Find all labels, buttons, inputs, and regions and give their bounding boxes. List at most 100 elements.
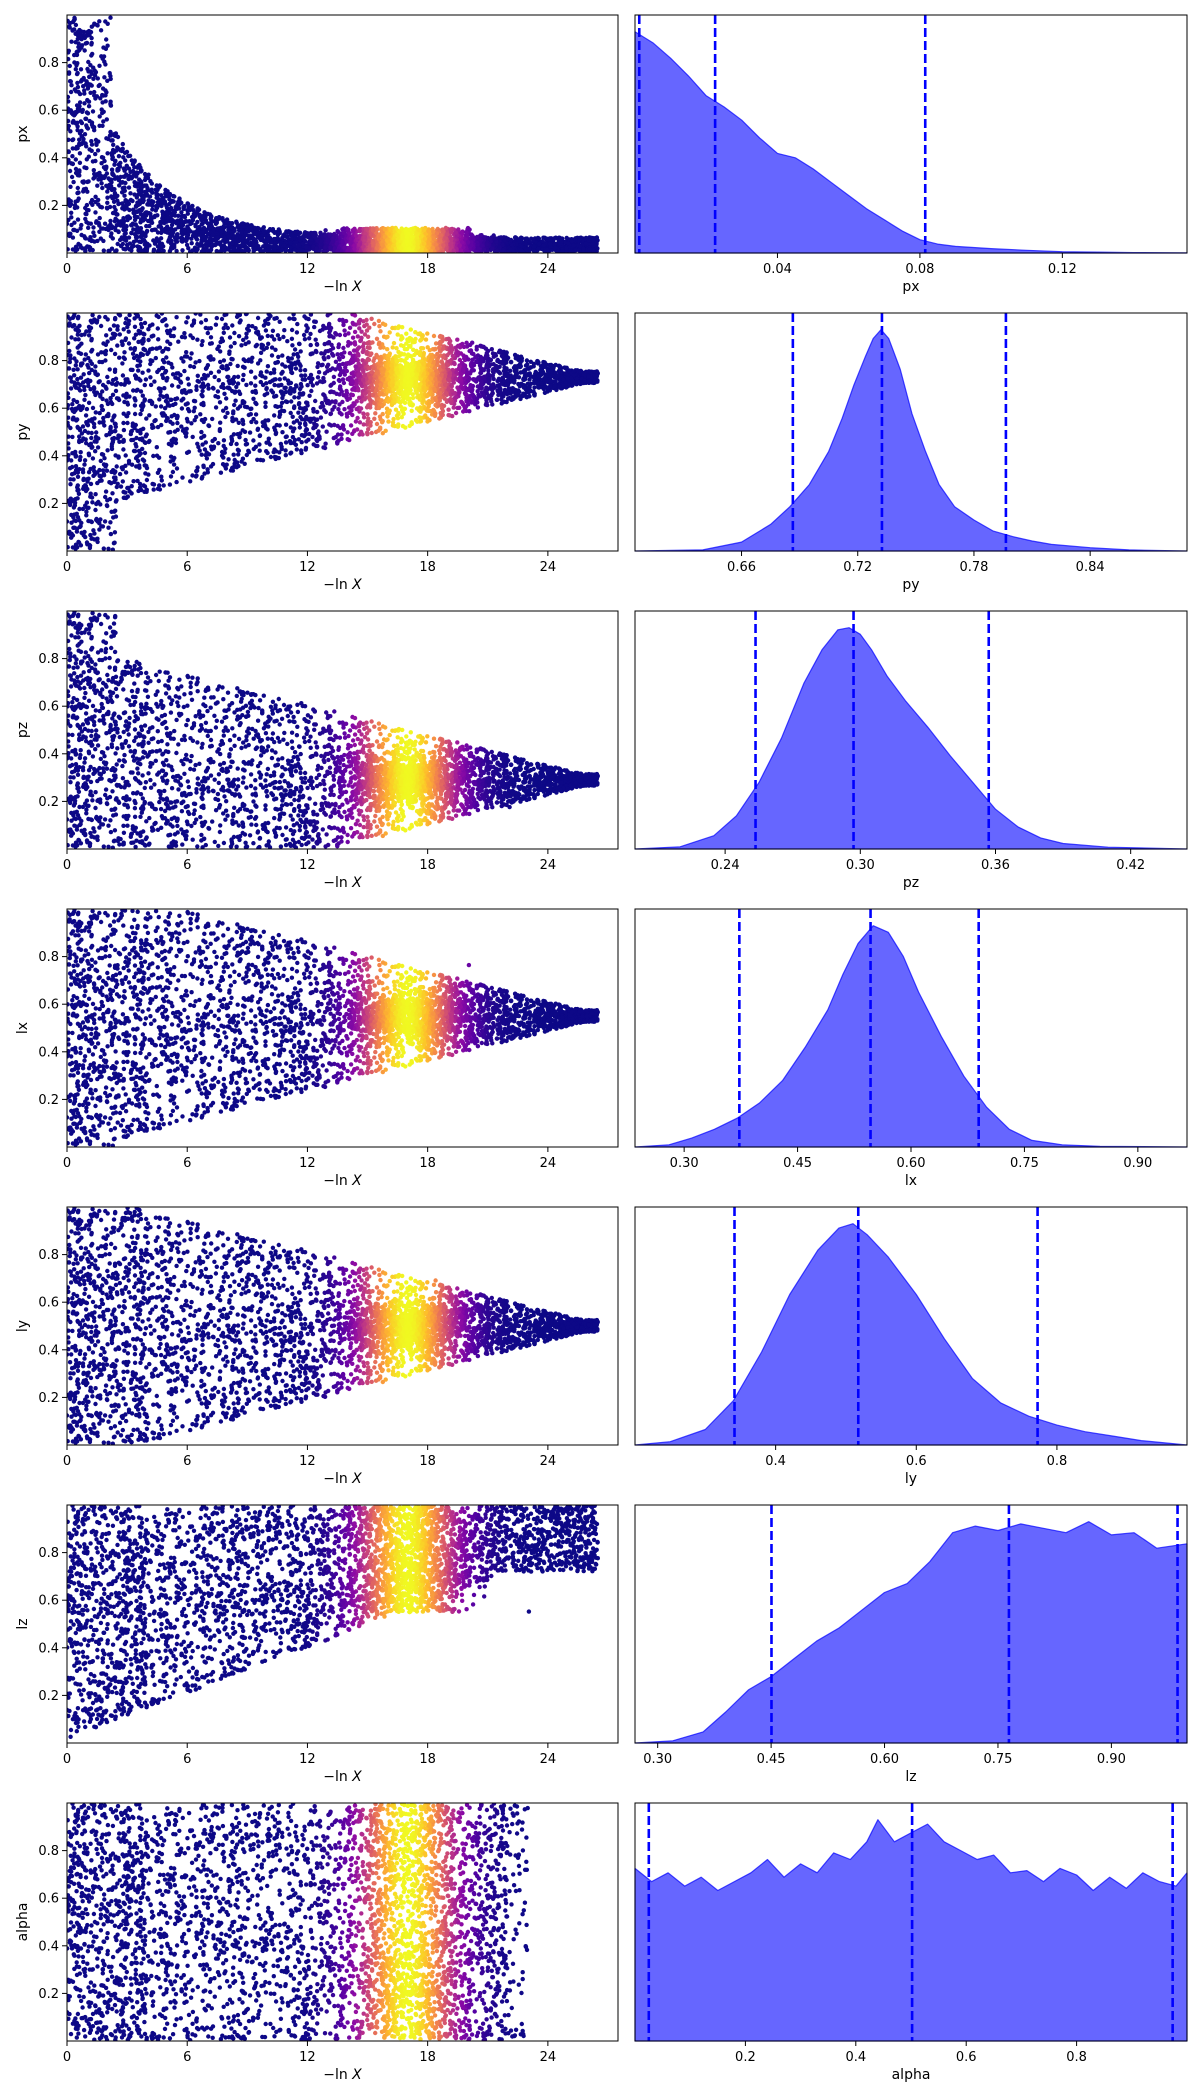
trace-point bbox=[532, 385, 537, 390]
trace-point bbox=[95, 445, 101, 450]
trace-point bbox=[559, 239, 564, 244]
trace-point bbox=[293, 240, 299, 245]
trace-point bbox=[189, 421, 194, 426]
trace-point bbox=[331, 374, 337, 380]
trace-point bbox=[159, 245, 164, 251]
trace-point bbox=[67, 20, 73, 26]
trace-point bbox=[221, 218, 226, 223]
trace-point bbox=[144, 229, 149, 234]
trace-point bbox=[100, 100, 105, 105]
trace-point bbox=[92, 233, 97, 238]
trace-point bbox=[155, 213, 160, 218]
trace-point bbox=[132, 165, 137, 170]
trace-point bbox=[98, 96, 103, 101]
trace-point bbox=[73, 166, 79, 172]
trace-point bbox=[101, 175, 107, 181]
trace-point bbox=[197, 448, 202, 453]
trace-point bbox=[123, 490, 128, 495]
trace-point bbox=[82, 132, 88, 137]
trace-point bbox=[355, 415, 360, 421]
trace-point bbox=[102, 75, 107, 80]
trace-point bbox=[81, 136, 86, 142]
trace-point bbox=[138, 179, 144, 184]
trace-point bbox=[292, 247, 298, 252]
x-tick-label: 0.08 bbox=[905, 262, 934, 277]
trace-point bbox=[128, 191, 133, 196]
trace-point bbox=[335, 248, 340, 253]
trace-point bbox=[84, 211, 89, 217]
trace-point bbox=[362, 234, 367, 240]
trace-point bbox=[97, 170, 102, 176]
trace-point bbox=[86, 104, 92, 109]
trace-point bbox=[531, 244, 537, 249]
trace-point bbox=[577, 237, 583, 242]
trace-point bbox=[193, 360, 198, 365]
trace-point bbox=[312, 232, 317, 238]
trace-point bbox=[283, 448, 288, 453]
trace-point bbox=[67, 48, 71, 53]
trace-point bbox=[97, 223, 102, 228]
trace-point bbox=[423, 337, 429, 342]
trace-point bbox=[77, 137, 82, 142]
trace-point bbox=[161, 200, 166, 206]
trace-point bbox=[67, 123, 70, 129]
trace-point bbox=[97, 229, 102, 234]
trace-point bbox=[75, 120, 80, 126]
trace-point bbox=[105, 317, 110, 322]
trace-point bbox=[71, 227, 76, 233]
trace-point bbox=[108, 99, 113, 104]
trace-point bbox=[286, 236, 291, 242]
trace-point bbox=[108, 218, 113, 224]
trace-point bbox=[340, 239, 345, 244]
trace-point bbox=[376, 318, 382, 324]
trace-point bbox=[234, 441, 239, 447]
trace-point bbox=[79, 222, 84, 228]
trace-point bbox=[150, 190, 155, 195]
trace-point bbox=[126, 185, 132, 190]
trace-point bbox=[110, 155, 116, 160]
trace-point bbox=[67, 56, 71, 62]
trace-point bbox=[235, 224, 240, 229]
trace-point bbox=[323, 245, 328, 250]
trace-point bbox=[77, 160, 83, 165]
trace-point bbox=[75, 128, 80, 133]
trace-point bbox=[223, 414, 228, 420]
trace-point bbox=[524, 241, 529, 247]
trace-point bbox=[108, 183, 114, 189]
trace-point bbox=[89, 142, 95, 147]
trace-point bbox=[232, 226, 237, 232]
trace-point bbox=[281, 243, 287, 248]
trace-point bbox=[73, 157, 79, 162]
trace-point bbox=[77, 142, 82, 148]
trace-point bbox=[261, 244, 266, 249]
trace-point bbox=[134, 238, 139, 243]
trace-point bbox=[86, 208, 91, 213]
trace-point bbox=[87, 118, 92, 124]
trace-point bbox=[357, 242, 362, 247]
trace-point bbox=[285, 339, 290, 344]
trace-point bbox=[89, 53, 94, 58]
trace-point bbox=[67, 446, 71, 451]
trace-point bbox=[70, 247, 76, 252]
trace-point bbox=[365, 226, 370, 232]
trace-point bbox=[93, 210, 98, 215]
trace-point bbox=[89, 238, 94, 244]
trace-point bbox=[497, 245, 502, 250]
trace-point bbox=[352, 246, 357, 251]
trace-point bbox=[308, 342, 313, 348]
trace-point bbox=[219, 234, 224, 239]
trace-point bbox=[179, 210, 184, 215]
trace-point bbox=[354, 399, 359, 404]
trace-point bbox=[142, 382, 147, 388]
trace-point bbox=[181, 206, 186, 212]
trace-point bbox=[348, 423, 354, 428]
trace-point bbox=[123, 206, 129, 211]
trace-point bbox=[123, 453, 128, 458]
trace-point bbox=[467, 227, 472, 232]
trace-point bbox=[143, 175, 148, 180]
trace-point bbox=[98, 323, 104, 329]
trace-point bbox=[105, 189, 110, 194]
trace-point bbox=[140, 446, 145, 452]
trace-point bbox=[292, 347, 298, 352]
trace-ylabel: px bbox=[15, 125, 31, 142]
